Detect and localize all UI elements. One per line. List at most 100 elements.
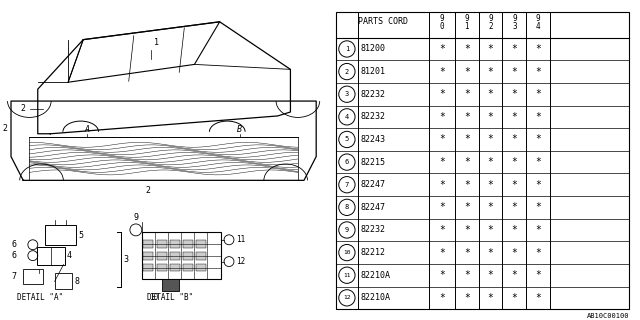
Text: *: * xyxy=(511,157,517,167)
Text: *: * xyxy=(439,134,445,144)
Text: 9: 9 xyxy=(440,14,444,23)
Bar xyxy=(183,264,193,271)
Text: 82215: 82215 xyxy=(361,157,386,167)
Text: *: * xyxy=(535,202,541,212)
Text: *: * xyxy=(488,112,493,122)
Bar xyxy=(183,240,193,248)
Text: *: * xyxy=(511,248,517,258)
Text: 1: 1 xyxy=(154,37,159,47)
Text: *: * xyxy=(511,134,517,144)
Text: 12: 12 xyxy=(236,257,245,266)
Text: *: * xyxy=(511,67,517,76)
Text: 5: 5 xyxy=(78,231,83,240)
Text: *: * xyxy=(535,270,541,280)
Text: 6: 6 xyxy=(12,251,17,260)
Text: 82210A: 82210A xyxy=(361,271,391,280)
Text: DETAIL "A": DETAIL "A" xyxy=(17,293,63,302)
Text: *: * xyxy=(464,134,470,144)
Text: *: * xyxy=(488,157,493,167)
Text: *: * xyxy=(464,202,470,212)
Text: *: * xyxy=(439,293,445,303)
Text: *: * xyxy=(439,202,445,212)
Bar xyxy=(170,240,180,248)
Text: 82243: 82243 xyxy=(361,135,386,144)
Text: *: * xyxy=(464,293,470,303)
Bar xyxy=(170,252,180,260)
Text: 11: 11 xyxy=(343,273,351,278)
Text: *: * xyxy=(439,225,445,235)
Bar xyxy=(143,240,154,248)
Text: 0: 0 xyxy=(440,22,444,31)
Text: 82232: 82232 xyxy=(361,112,386,121)
Text: *: * xyxy=(439,157,445,167)
Text: 81200: 81200 xyxy=(361,44,386,53)
Bar xyxy=(336,12,629,309)
Text: *: * xyxy=(488,293,493,303)
Text: 3: 3 xyxy=(123,255,128,264)
Text: *: * xyxy=(488,202,493,212)
Text: 7: 7 xyxy=(12,272,17,281)
Text: *: * xyxy=(439,89,445,99)
Text: *: * xyxy=(511,270,517,280)
Bar xyxy=(196,264,206,271)
Text: 8: 8 xyxy=(345,204,349,210)
Text: 9: 9 xyxy=(345,227,349,233)
Text: *: * xyxy=(511,293,517,303)
Text: *: * xyxy=(464,248,470,258)
Text: 82247: 82247 xyxy=(361,180,386,189)
Text: *: * xyxy=(464,67,470,76)
Text: *: * xyxy=(464,157,470,167)
Bar xyxy=(170,264,180,271)
Text: *: * xyxy=(488,225,493,235)
Text: *: * xyxy=(488,44,493,54)
Text: *: * xyxy=(464,270,470,280)
Text: 2: 2 xyxy=(488,22,493,31)
Text: 9: 9 xyxy=(536,14,540,23)
Text: 1: 1 xyxy=(345,46,349,52)
Text: 6: 6 xyxy=(12,240,17,249)
Text: 2: 2 xyxy=(345,68,349,75)
Text: 6: 6 xyxy=(345,159,349,165)
Text: *: * xyxy=(488,67,493,76)
Text: *: * xyxy=(535,225,541,235)
Text: *: * xyxy=(535,293,541,303)
Text: *: * xyxy=(535,180,541,190)
Text: *: * xyxy=(511,89,517,99)
Text: 82232: 82232 xyxy=(361,226,386,235)
Text: 11: 11 xyxy=(236,235,245,244)
Text: *: * xyxy=(511,202,517,212)
Text: *: * xyxy=(439,270,445,280)
Text: *: * xyxy=(488,134,493,144)
Text: 4: 4 xyxy=(345,114,349,120)
Bar xyxy=(157,252,166,260)
Text: *: * xyxy=(535,67,541,76)
Text: *: * xyxy=(488,180,493,190)
Text: *: * xyxy=(511,225,517,235)
Text: *: * xyxy=(439,248,445,258)
Text: 82210A: 82210A xyxy=(361,293,391,302)
Text: *: * xyxy=(511,112,517,122)
Text: *: * xyxy=(488,248,493,258)
Text: *: * xyxy=(535,44,541,54)
Text: 4: 4 xyxy=(67,251,72,260)
Text: 9: 9 xyxy=(465,14,469,23)
Text: *: * xyxy=(535,248,541,258)
Bar xyxy=(36,247,65,265)
Text: 2: 2 xyxy=(146,186,151,195)
Text: *: * xyxy=(464,225,470,235)
Text: *: * xyxy=(464,44,470,54)
Text: 3: 3 xyxy=(345,91,349,97)
Text: *: * xyxy=(464,180,470,190)
Bar xyxy=(157,264,166,271)
Bar xyxy=(162,279,179,291)
Bar xyxy=(54,274,72,289)
Text: *: * xyxy=(535,112,541,122)
Text: 3: 3 xyxy=(512,22,516,31)
Text: *: * xyxy=(535,89,541,99)
Text: 82232: 82232 xyxy=(361,90,386,99)
Text: A: A xyxy=(85,125,90,134)
Bar xyxy=(143,252,154,260)
Bar xyxy=(143,264,154,271)
Text: 9: 9 xyxy=(133,213,138,222)
Bar xyxy=(196,240,206,248)
